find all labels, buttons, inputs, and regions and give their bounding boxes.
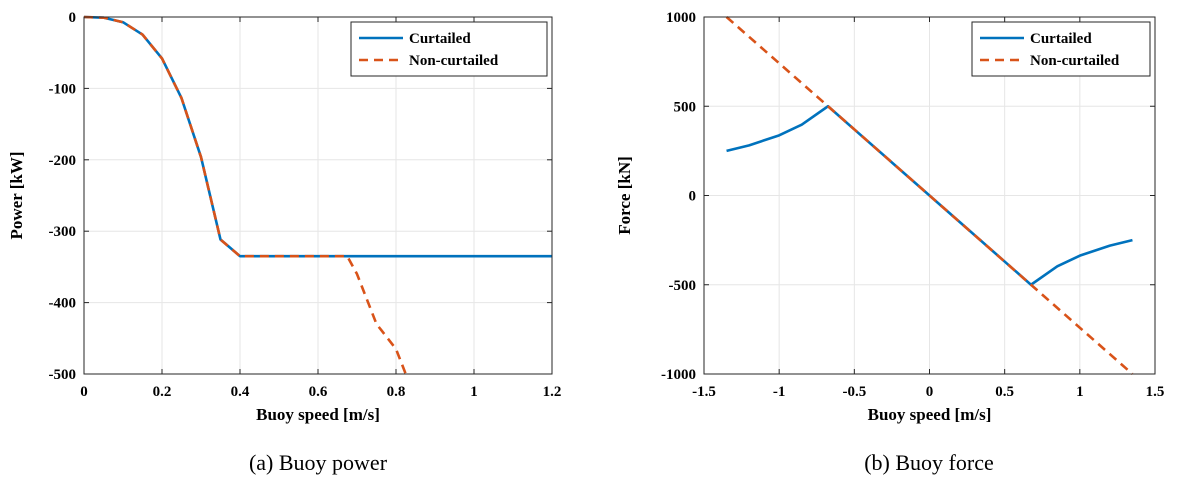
legend-box xyxy=(350,21,548,77)
legend: Curtailed Non-curtailed xyxy=(971,21,1151,77)
x-tick-label: 1.2 xyxy=(543,384,562,400)
x-axis-label: Buoy speed [m/s] xyxy=(256,405,380,424)
legend-label: Curtailed xyxy=(1030,31,1092,47)
series-line-non-curtailed xyxy=(725,16,1134,375)
chart-buoy-force: -1.5 -1 -0.5 0 0.5 1 1.5 -1000 -500 0 500 1000 Buoy … xyxy=(615,10,1164,475)
y-tick-label: 500 xyxy=(674,99,697,115)
y-tick-label: -500 xyxy=(669,278,697,294)
y-tick-label: -100 xyxy=(49,81,77,97)
legend-box xyxy=(971,21,1151,77)
x-tick-label: -1.5 xyxy=(692,384,716,400)
legend-label: Curtailed xyxy=(409,31,471,47)
y-tick-label: 0 xyxy=(689,189,697,205)
x-tick-label: 0 xyxy=(80,384,88,400)
y-tick-label: -200 xyxy=(49,153,77,169)
y-tick-label: 1000 xyxy=(666,10,696,26)
y-axis-label: Power [kW] xyxy=(7,152,26,240)
x-tick-label: 0 xyxy=(926,384,934,400)
x-tick-label: 0.4 xyxy=(231,384,250,400)
x-tick-label: 0.5 xyxy=(995,384,1014,400)
legend-label: Non-curtailed xyxy=(1030,53,1120,69)
y-tick-label: -1000 xyxy=(661,367,696,383)
x-tick-label: 1 xyxy=(1076,384,1084,400)
x-tick-label: 1.5 xyxy=(1146,384,1165,400)
x-tick-label: 1 xyxy=(470,384,478,400)
y-tick-label: -500 xyxy=(49,367,77,383)
chart-buoy-power: 0 0.2 0.4 0.6 0.8 1 1.2 -500 -400 -300 -200 -100 0 Bu… xyxy=(7,10,561,475)
figure-caption: (b) Buoy force xyxy=(864,450,994,475)
figure-caption: (a) Buoy power xyxy=(249,450,388,475)
legend: Curtailed Non-curtailed xyxy=(350,21,548,77)
y-axis-label: Force [kN] xyxy=(615,156,634,235)
y-tick-label: -400 xyxy=(49,296,77,312)
series-line-non-curtailed xyxy=(83,15,407,375)
x-tick-label: -1 xyxy=(773,384,786,400)
x-tick-label: 0.8 xyxy=(387,384,406,400)
legend-label: Non-curtailed xyxy=(409,53,499,69)
x-axis-label: Buoy speed [m/s] xyxy=(868,405,992,424)
x-tick-label: 0.6 xyxy=(309,384,328,400)
x-tick-label: 0.2 xyxy=(153,384,172,400)
x-tick-label: -0.5 xyxy=(842,384,866,400)
y-tick-label: -300 xyxy=(49,224,77,240)
y-tick-label: 0 xyxy=(69,10,77,26)
